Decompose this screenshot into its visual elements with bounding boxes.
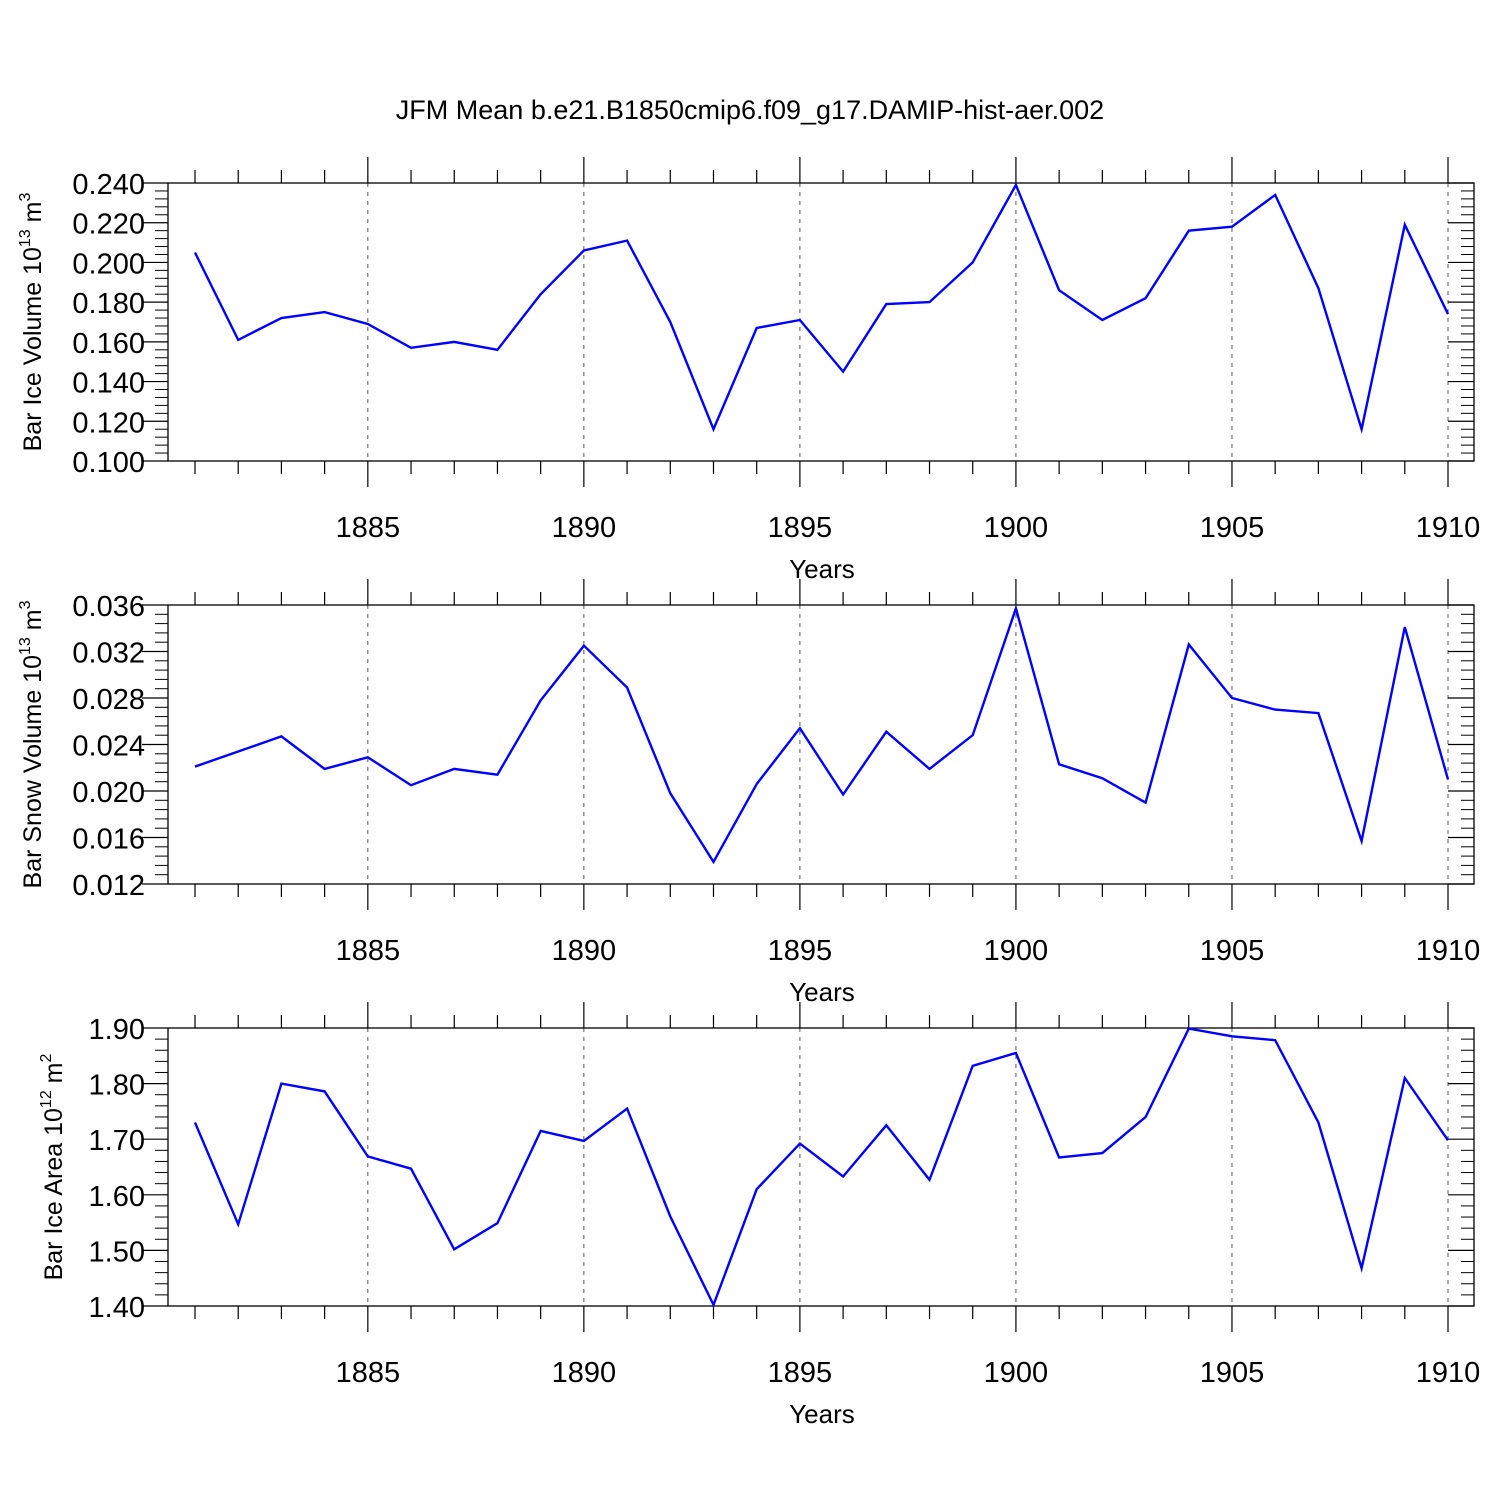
y-tick-label: 0.012: [72, 870, 145, 902]
y-tick-label: 0.028: [72, 684, 145, 716]
y-label-unit-exponent: 3: [17, 193, 34, 202]
y-tick-label: 0.024: [72, 731, 145, 763]
plot-frame: [167, 1027, 1475, 1307]
x-tick-label: 1910: [1416, 512, 1481, 544]
x-tick-label: 1905: [1200, 1357, 1265, 1389]
panel-3: 1.40 1.50 1.60 1.70 1.80 1.90 1885 1890 1895 1900…: [38, 1002, 1480, 1429]
y-label-exponent: 12: [38, 1090, 55, 1108]
y-tick-label: 1.40: [89, 1292, 145, 1324]
y-label-main: Bar Ice Volume 10: [19, 247, 47, 451]
y-tick-label: 1.70: [89, 1125, 145, 1157]
y-label-unit: m: [40, 1063, 68, 1091]
y-label-main: Bar Snow Volume 10: [19, 655, 47, 888]
figure-title: JFM Mean b.e21.B1850cmip6.f09_g17.DAMIP-…: [396, 95, 1104, 125]
y-tick-label: 0.016: [72, 824, 145, 856]
y-tick-label: 0.120: [72, 407, 145, 439]
y-tick-label: 0.160: [72, 328, 145, 360]
x-tick-label: 1890: [552, 1357, 617, 1389]
y-label-exponent: 13: [17, 637, 34, 655]
y-tick-label: 0.036: [72, 591, 145, 623]
y-tick-label: 0.200: [72, 248, 145, 280]
y-axis-label: Bar Ice Volume 1013 m3: [17, 193, 47, 452]
x-tick-label: 1900: [984, 1357, 1049, 1389]
x-axis-label: Years: [789, 977, 855, 1007]
y-label-unit: m: [19, 202, 47, 230]
panel-2: 0.012 0.016 0.020 0.024 0.028 0.032 0.036 1885 1…: [17, 579, 1480, 1007]
x-tick-label: 1900: [984, 512, 1049, 544]
y-tick-label: 0.140: [72, 368, 145, 400]
y-tick-label: 0.180: [72, 288, 145, 320]
y-tick-label: 0.032: [72, 638, 145, 670]
x-tick-label: 1905: [1200, 512, 1265, 544]
x-tick-label: 1890: [552, 512, 617, 544]
x-tick-label: 1910: [1416, 935, 1481, 967]
y-label-exponent: 13: [17, 229, 34, 247]
y-tick-label: 0.100: [72, 447, 145, 479]
y-tick-label: 0.220: [72, 209, 145, 241]
x-tick-label: 1895: [768, 1357, 833, 1389]
y-label-unit: m: [19, 609, 47, 637]
series-line: [193, 182, 1450, 434]
x-tick-label: 1885: [336, 1357, 401, 1389]
panel-1: 0.100 0.120 0.140 0.160 0.180 0.200 0.220 0.240…: [17, 157, 1480, 584]
x-tick-label: 1900: [984, 935, 1049, 967]
y-tick-label: 0.240: [72, 169, 145, 201]
x-tick-label: 1895: [768, 935, 833, 967]
y-axis-label: Bar Snow Volume 1013 m3: [17, 600, 47, 888]
series-line: [194, 604, 1450, 865]
x-axis-label: Years: [789, 554, 855, 584]
plot-frame: [167, 604, 1475, 885]
y-label-unit-exponent: 3: [17, 600, 34, 609]
x-tick-label: 1885: [336, 512, 401, 544]
y-label-main: Bar Ice Area 10: [40, 1108, 68, 1280]
y-tick-label: 1.90: [89, 1014, 145, 1046]
plot-frame: [167, 182, 1475, 462]
x-tick-label: 1910: [1416, 1357, 1481, 1389]
y-tick-label: 1.60: [89, 1181, 145, 1213]
y-tick-label: 1.80: [89, 1070, 145, 1102]
y-tick-label: 0.020: [72, 777, 145, 809]
y-label-unit-exponent: 2: [38, 1054, 55, 1063]
x-tick-label: 1895: [768, 512, 833, 544]
y-tick-label: 1.50: [89, 1236, 145, 1268]
y-axis-label: Bar Ice Area 1012 m2: [38, 1054, 68, 1281]
x-axis-label: Years: [789, 1399, 855, 1429]
x-tick-label: 1905: [1200, 935, 1265, 967]
series-line: [193, 1027, 1449, 1308]
x-tick-label: 1885: [336, 935, 401, 967]
x-tick-label: 1890: [552, 935, 617, 967]
panels: 0.100 0.120 0.140 0.160 0.180 0.200 0.220 0.240…: [17, 157, 1480, 1429]
